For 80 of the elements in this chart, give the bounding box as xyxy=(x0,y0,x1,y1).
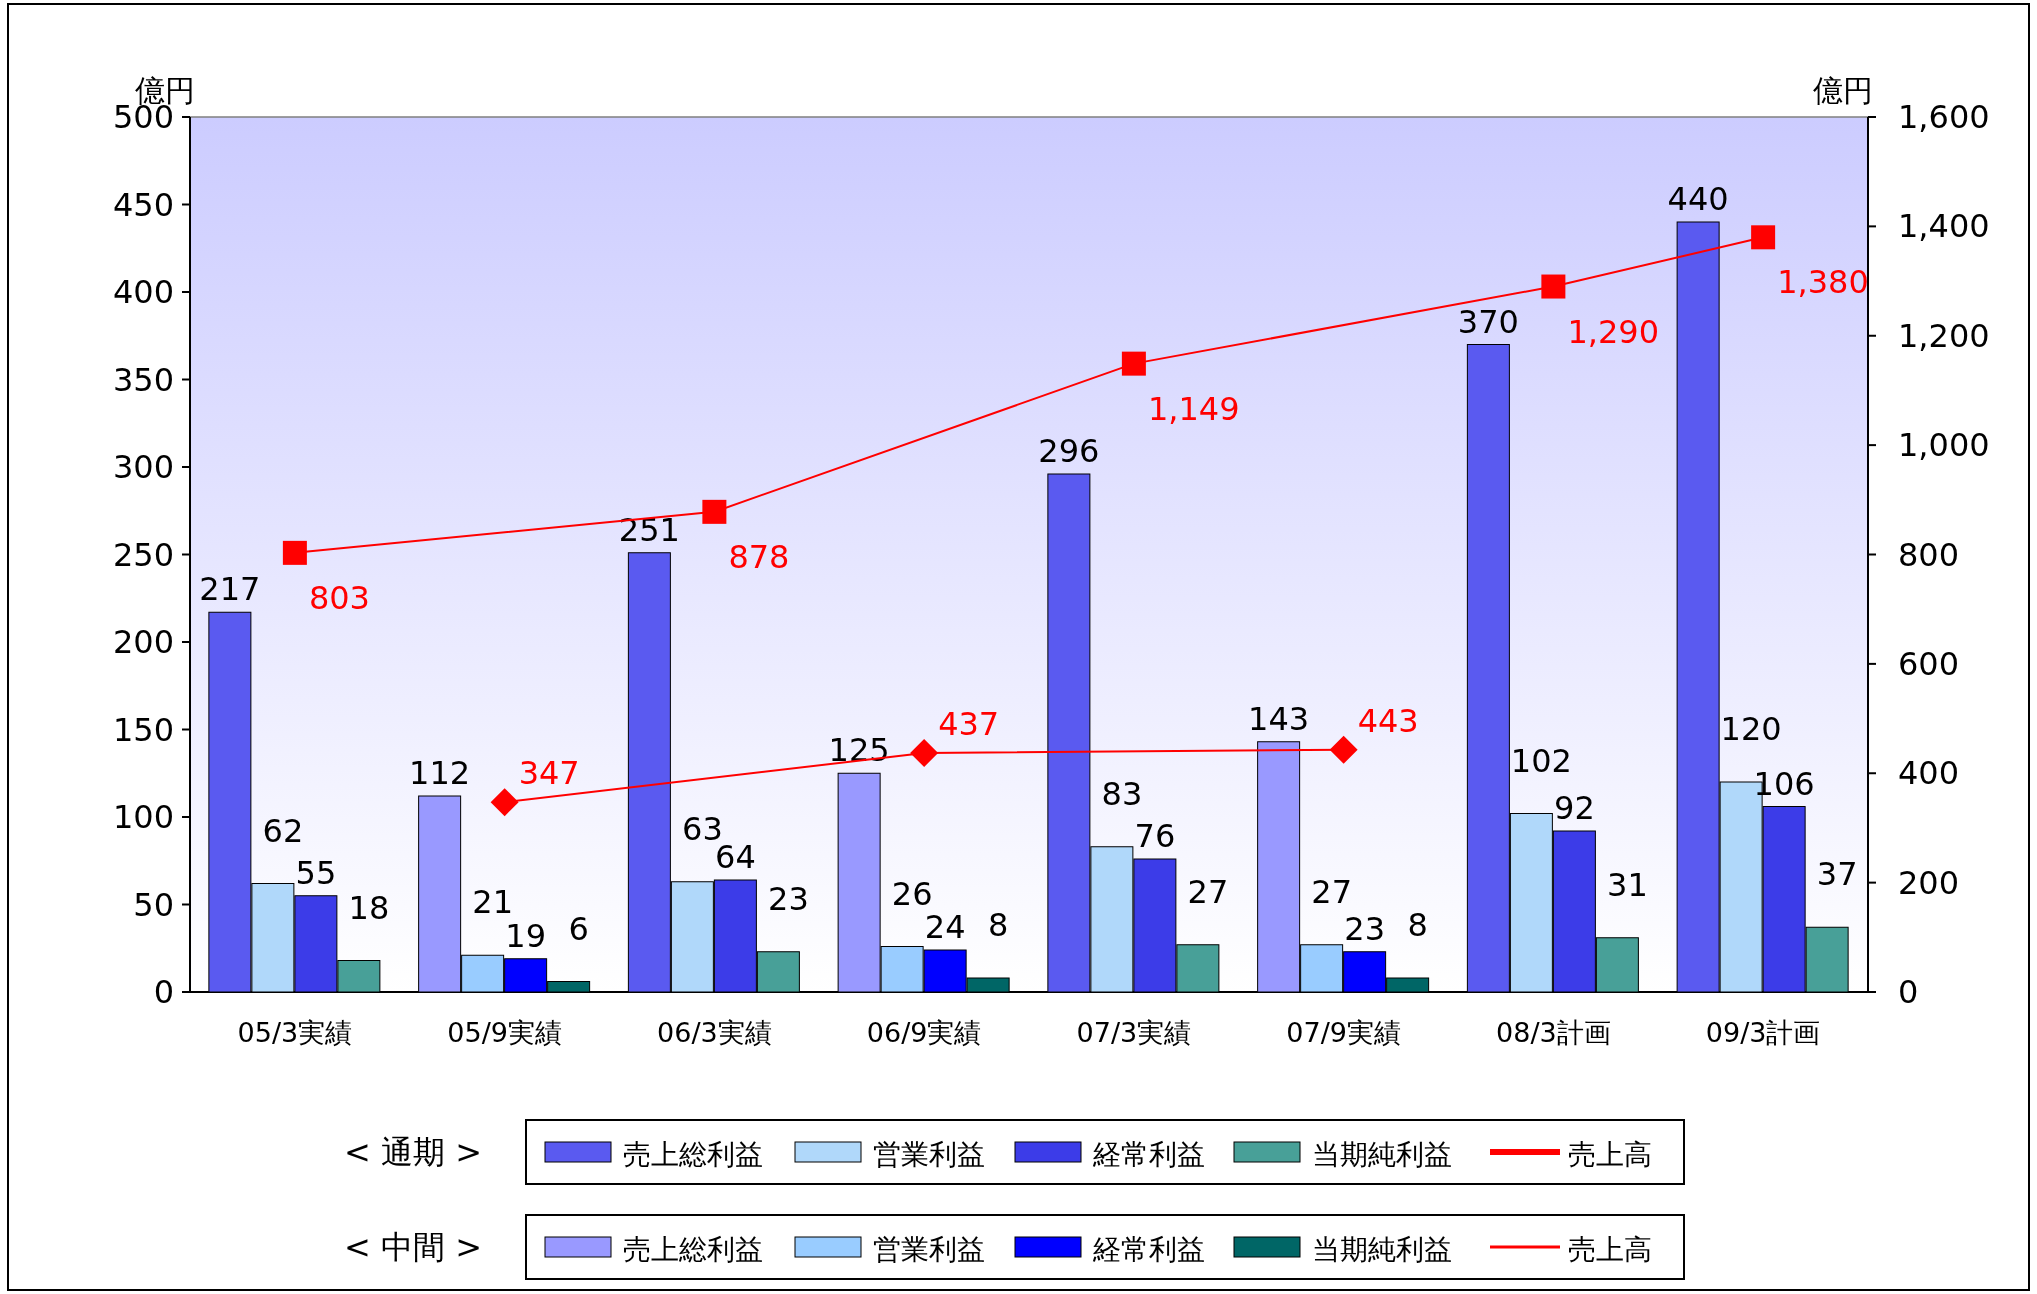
y2-tick-label: 800 xyxy=(1898,535,1960,574)
x-tick-label: 08/3計画 xyxy=(1496,1017,1611,1048)
data-label: 443 xyxy=(1357,701,1419,740)
legend-label: 売上高 xyxy=(1568,1138,1652,1171)
x-tick-label: 07/9実績 xyxy=(1286,1017,1401,1048)
data-label: 1,380 xyxy=(1777,263,1869,302)
legend-label: 経常利益 xyxy=(1092,1138,1205,1171)
y2-axis-title: 億円 xyxy=(1813,73,1873,108)
data-label: 62 xyxy=(262,811,304,850)
data-label: 92 xyxy=(1554,789,1595,827)
data-label: 112 xyxy=(409,754,471,792)
y-tick-label: 150 xyxy=(112,710,174,749)
text: < 通期 > xyxy=(344,1133,482,1171)
legend-label: 売上総利益 xyxy=(623,1233,763,1266)
data-label: 1,149 xyxy=(1147,389,1240,428)
point xyxy=(702,499,727,524)
data-label: 27 xyxy=(1311,872,1352,911)
y-tick-label: 450 xyxy=(112,185,174,224)
x-tick-label: 05/3実績 xyxy=(237,1017,353,1048)
y2-tick-label: 200 xyxy=(1898,863,1960,902)
data-label: 83 xyxy=(1101,774,1143,813)
data-label: 37 xyxy=(1816,855,1858,894)
data-label: 8 xyxy=(1407,906,1428,944)
data-label: 6 xyxy=(568,909,589,948)
data-label: 803 xyxy=(308,578,370,617)
point xyxy=(1751,225,1776,250)
data-label: 106 xyxy=(1753,764,1815,803)
point xyxy=(1541,274,1566,299)
data-label: 120 xyxy=(1720,710,1782,748)
y2-tick-label: 1,000 xyxy=(1898,426,1990,465)
point xyxy=(490,788,519,817)
data-label: 23 xyxy=(768,879,809,918)
legend-label: 売上高 xyxy=(1568,1233,1652,1266)
y2-tick-label: 400 xyxy=(1898,754,1960,793)
point xyxy=(1121,351,1146,376)
point xyxy=(282,540,307,565)
y-tick-label: 50 xyxy=(133,885,174,924)
legend-label: 売上総利益 xyxy=(623,1138,763,1171)
x-tick-label: 07/3実績 xyxy=(1076,1017,1192,1048)
legend-label: 営業利益 xyxy=(873,1138,985,1171)
data-label: 217 xyxy=(199,570,261,609)
y-tick-label: 250 xyxy=(112,535,174,574)
data-label: 878 xyxy=(728,537,790,576)
data-label: 102 xyxy=(1510,741,1572,780)
legend-label: 当期純利益 xyxy=(1312,1233,1452,1266)
y-tick-label: 100 xyxy=(112,798,174,836)
y2-tick-label: 1,400 xyxy=(1898,207,1990,246)
legend-label: 営業利益 xyxy=(873,1233,985,1266)
x-tick-label: 06/3実績 xyxy=(657,1017,772,1048)
y2-tick-label: 0 xyxy=(1898,973,1919,1011)
data-label: 8 xyxy=(987,906,1009,944)
data-label: 1,290 xyxy=(1567,312,1659,351)
data-label: 440 xyxy=(1667,180,1729,218)
data-label: 18 xyxy=(348,888,390,927)
y-tick-label: 300 xyxy=(112,448,174,486)
data-label: 31 xyxy=(1607,865,1648,904)
point xyxy=(910,739,939,768)
data-label: 76 xyxy=(1134,817,1176,855)
y-tick-label: 350 xyxy=(112,360,174,399)
data-label: 347 xyxy=(518,754,580,793)
y-tick-label: 200 xyxy=(112,623,174,661)
point xyxy=(1329,735,1358,764)
data-label: 23 xyxy=(1344,909,1385,948)
data-label: 143 xyxy=(1248,699,1310,738)
y2-tick-label: 1,600 xyxy=(1898,98,1990,136)
data-label: 55 xyxy=(295,853,337,892)
data-label: 27 xyxy=(1187,872,1229,911)
x-tick-label: 09/3計画 xyxy=(1705,1017,1821,1048)
y-tick-label: 400 xyxy=(112,273,174,311)
legend-label: 経常利益 xyxy=(1092,1233,1205,1266)
x-tick-label: 05/9実績 xyxy=(447,1017,562,1048)
y2-tick-label: 1,200 xyxy=(1898,316,1990,355)
y2-tick-label: 600 xyxy=(1898,644,1960,683)
data-label: 296 xyxy=(1038,432,1100,470)
data-label: 370 xyxy=(1457,302,1519,341)
legend-label: 当期純利益 xyxy=(1312,1138,1452,1171)
x-tick-label: 06/9実績 xyxy=(866,1017,982,1048)
text: < 中間 > xyxy=(344,1228,482,1266)
data-label: 437 xyxy=(938,705,1000,744)
y-tick-label: 0 xyxy=(153,973,174,1011)
